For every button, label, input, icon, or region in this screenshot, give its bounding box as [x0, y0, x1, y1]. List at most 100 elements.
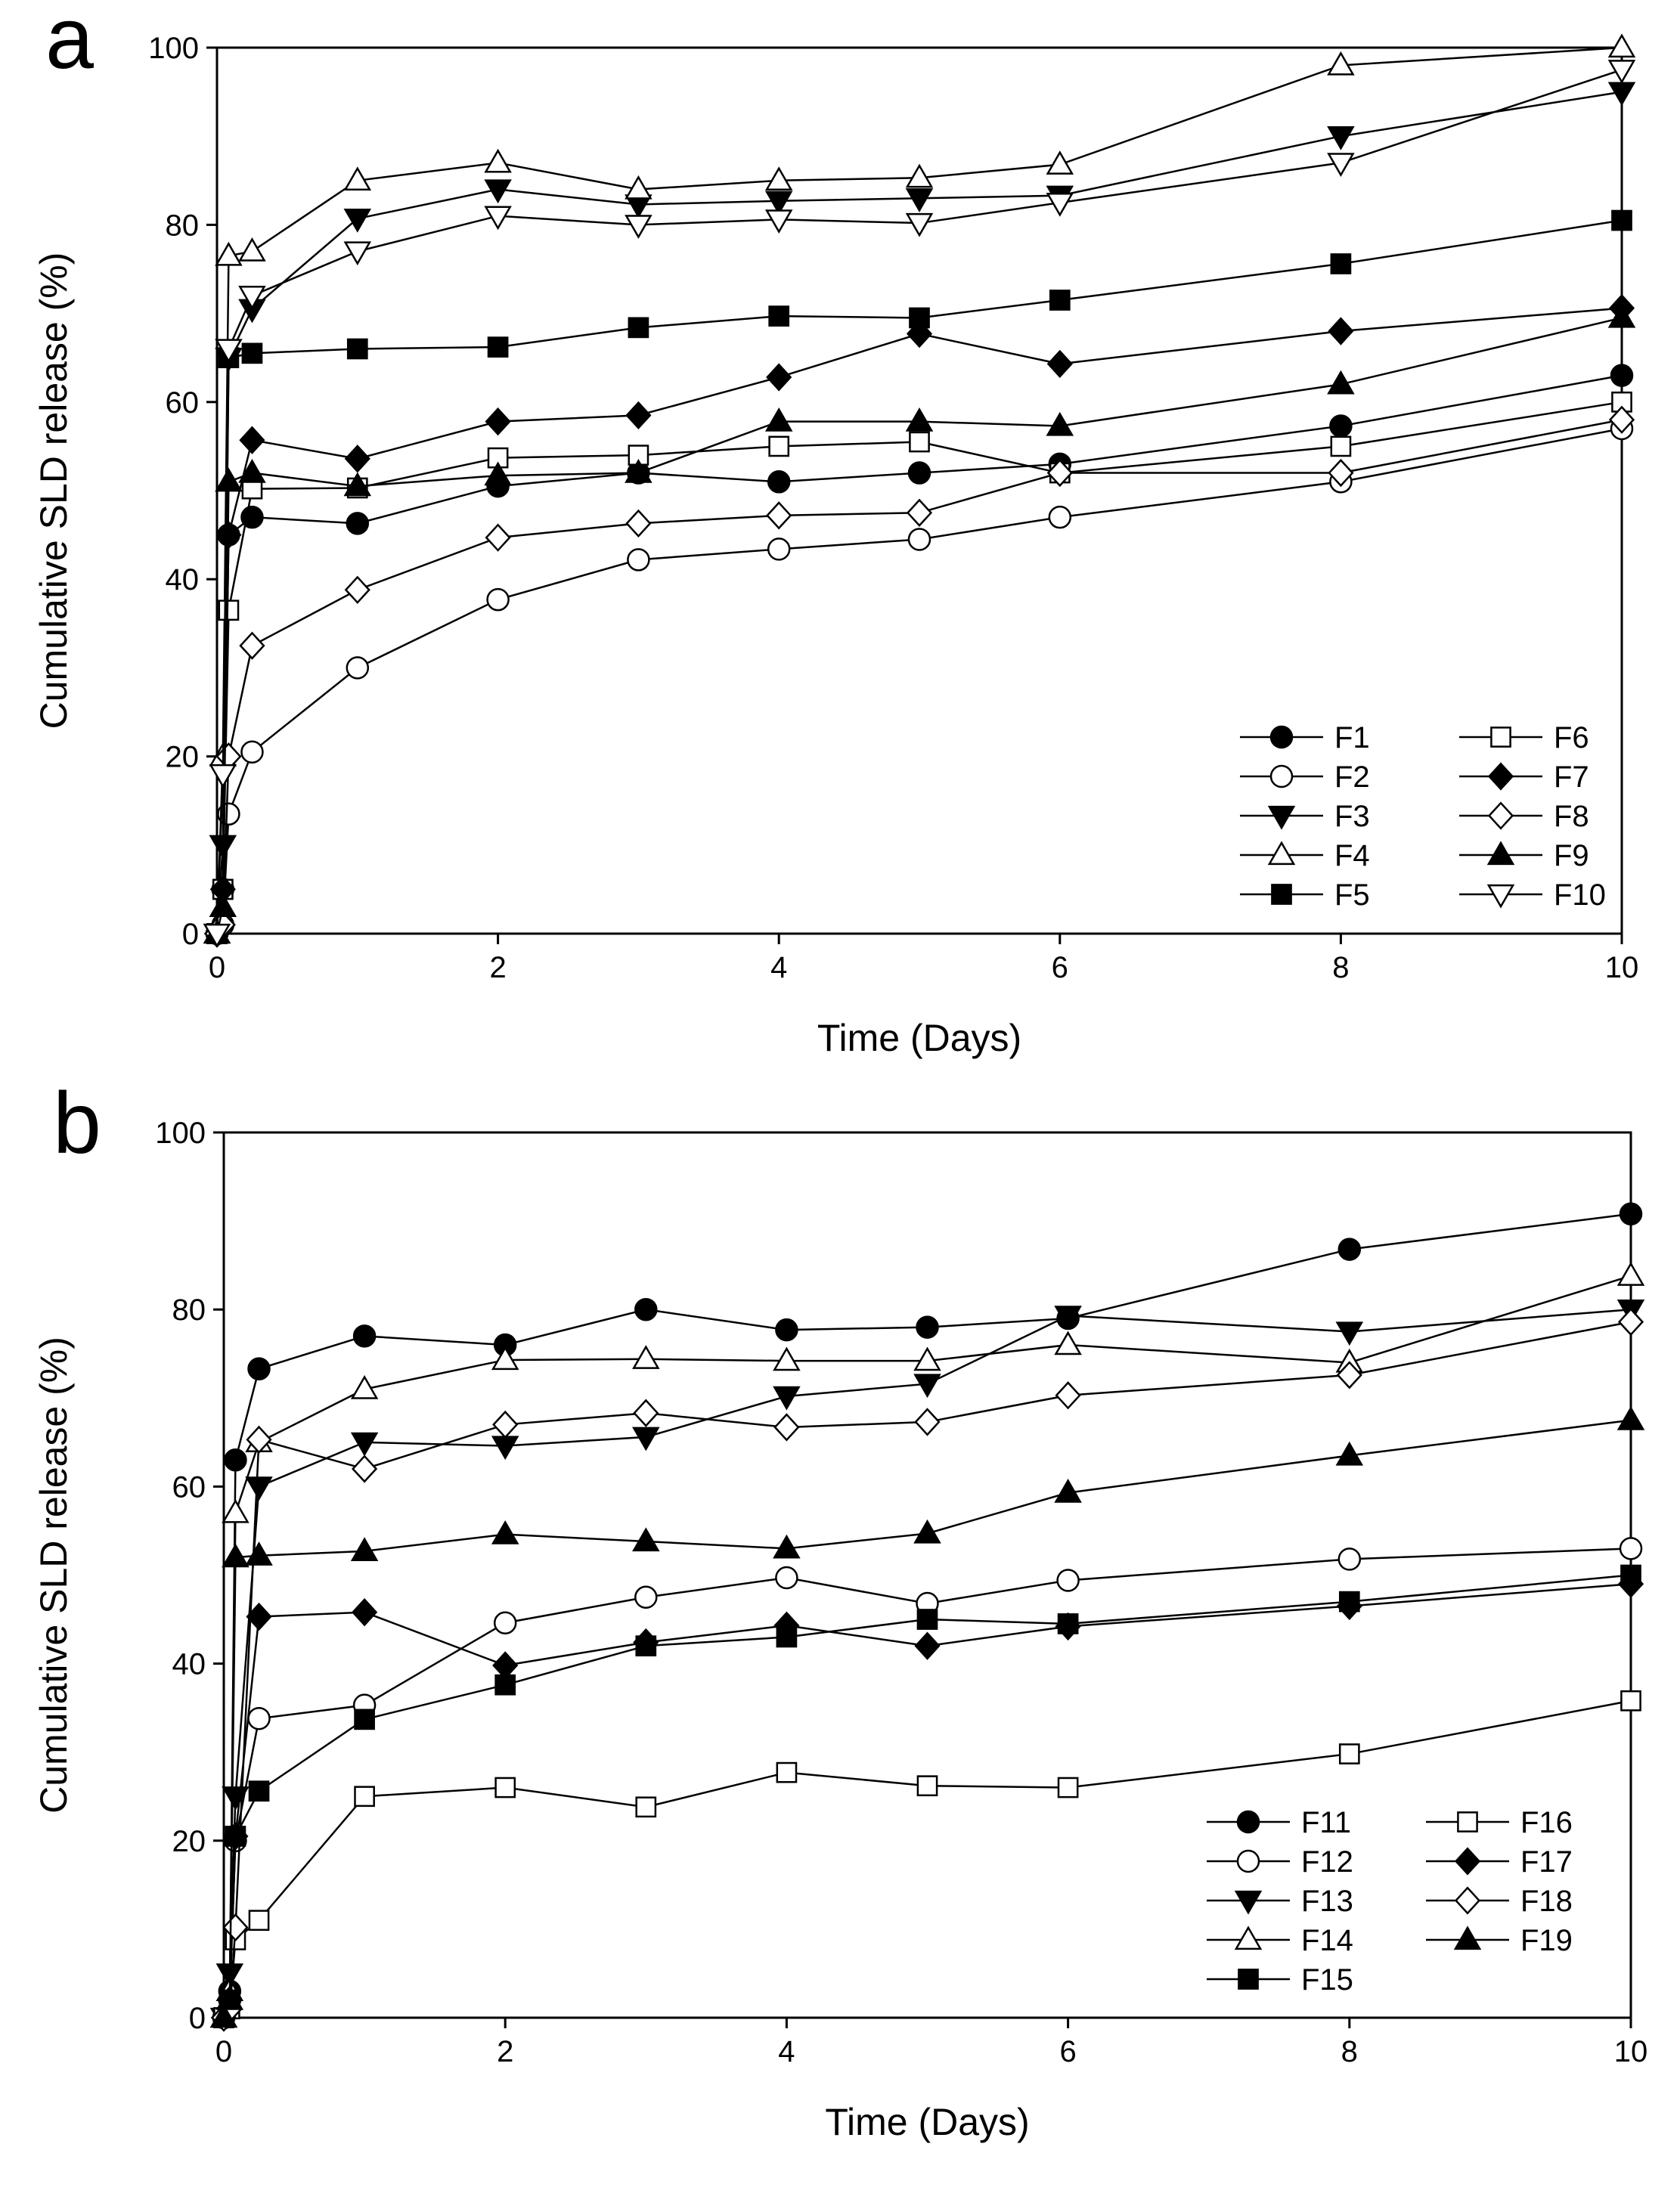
data-point	[343, 241, 372, 266]
legend-entry-F8: F8	[1459, 800, 1589, 833]
data-point	[1046, 192, 1074, 217]
x-tick-label: 2	[497, 2035, 513, 2068]
data-point	[916, 1775, 938, 1797]
data-point	[1608, 405, 1635, 434]
y-tick-label: 100	[148, 32, 199, 65]
legend-marker	[1486, 841, 1515, 866]
data-point	[484, 206, 512, 231]
data-point	[1327, 51, 1355, 76]
y-tick-label: 40	[166, 563, 200, 596]
legend: F1 F2 F3 F4 F5 F6 F7 F8 F9 F10	[1240, 721, 1606, 912]
data-point	[1046, 349, 1073, 379]
legend-label: F14	[1301, 1924, 1353, 1957]
x-tick-label: 8	[1341, 2035, 1358, 2068]
data-point	[1054, 1306, 1082, 1331]
data-point	[346, 338, 368, 360]
x-tick-label: 10	[1614, 2035, 1648, 2068]
data-point	[1335, 1321, 1364, 1346]
data-point	[632, 1345, 660, 1369]
legend-entry-F2: F2	[1240, 761, 1370, 794]
data-point	[913, 1519, 941, 1544]
data-point	[632, 1427, 660, 1451]
legend-entry-F1: F1	[1240, 721, 1370, 754]
x-tick-label: 10	[1605, 951, 1639, 984]
data-point	[1617, 1307, 1644, 1337]
series-line	[215, 317, 1623, 934]
legend-label: F18	[1520, 1885, 1573, 1918]
legend-entry-F12: F12	[1207, 1845, 1353, 1879]
data-point	[485, 407, 511, 436]
x-axis-title: Time (Days)	[825, 2101, 1029, 2143]
data-point	[486, 587, 510, 612]
data-point	[764, 209, 793, 234]
data-point	[485, 523, 511, 552]
data-point	[1327, 126, 1355, 150]
data-point	[350, 1374, 379, 1399]
legend-label: F5	[1334, 878, 1370, 912]
data-point	[493, 1611, 517, 1634]
series-F17	[210, 1569, 1644, 2032]
x-tick-label: 4	[770, 951, 787, 984]
data-point	[625, 401, 652, 430]
legend-marker	[1487, 801, 1514, 830]
data-point	[487, 336, 509, 358]
series-F9	[203, 303, 1636, 944]
legend-entry-F3: F3	[1240, 800, 1370, 833]
data-point	[1056, 1569, 1080, 1592]
series-F16	[213, 1690, 1641, 2028]
data-point	[913, 1346, 941, 1371]
data-point	[246, 1425, 272, 1454]
series-F7	[203, 293, 1635, 948]
legend-label: F17	[1520, 1845, 1573, 1879]
data-point	[209, 893, 237, 917]
data-point	[209, 2003, 238, 2028]
legend-entry-F7: F7	[1459, 761, 1589, 794]
legend-entry-F19: F19	[1426, 1924, 1573, 1957]
legend-entry-F4: F4	[1240, 839, 1370, 872]
data-point	[1607, 60, 1636, 84]
data-point	[346, 656, 370, 680]
legend-entry-F9: F9	[1459, 839, 1589, 872]
panel-label: a	[45, 0, 94, 87]
data-point	[222, 1543, 250, 1568]
data-point	[354, 1786, 375, 1808]
data-point	[1619, 1202, 1643, 1225]
data-point	[245, 1541, 273, 1566]
data-point	[909, 431, 930, 453]
data-point	[1054, 1331, 1082, 1355]
data-point	[907, 461, 931, 485]
data-point	[1617, 1569, 1644, 1598]
data-point	[916, 1609, 938, 1630]
data-point	[484, 179, 512, 204]
data-point	[240, 740, 264, 764]
data-point	[634, 1585, 658, 1609]
data-point	[1055, 1612, 1081, 1641]
legend-entry-F17: F17	[1426, 1845, 1573, 1879]
data-point	[1607, 33, 1636, 58]
y-tick-label: 20	[166, 741, 200, 774]
data-point	[1338, 1743, 1360, 1764]
series-line	[222, 1321, 1632, 2018]
data-point	[907, 528, 931, 551]
y-tick-label: 40	[172, 1648, 206, 1681]
legend-entry-F18: F18	[1426, 1885, 1573, 1918]
legend-marker	[1271, 884, 1292, 905]
data-point	[222, 1498, 250, 1523]
legend-entry-F16: F16	[1426, 1806, 1573, 1839]
legend-marker	[1453, 1925, 1482, 1950]
series-line	[222, 1582, 1632, 2018]
data-point	[905, 212, 934, 237]
data-point	[764, 407, 793, 432]
legend-label: F6	[1554, 721, 1589, 754]
y-axis-title: Cumulative SLD release (%)	[33, 252, 75, 730]
legend-label: F3	[1334, 800, 1370, 833]
x-tick-label: 0	[215, 2035, 232, 2068]
data-point	[773, 1386, 801, 1411]
x-tick-label: 6	[1059, 2035, 1076, 2068]
legend-marker	[1236, 1849, 1260, 1873]
data-point	[1610, 364, 1634, 387]
data-point	[238, 237, 266, 262]
data-point	[625, 215, 652, 240]
